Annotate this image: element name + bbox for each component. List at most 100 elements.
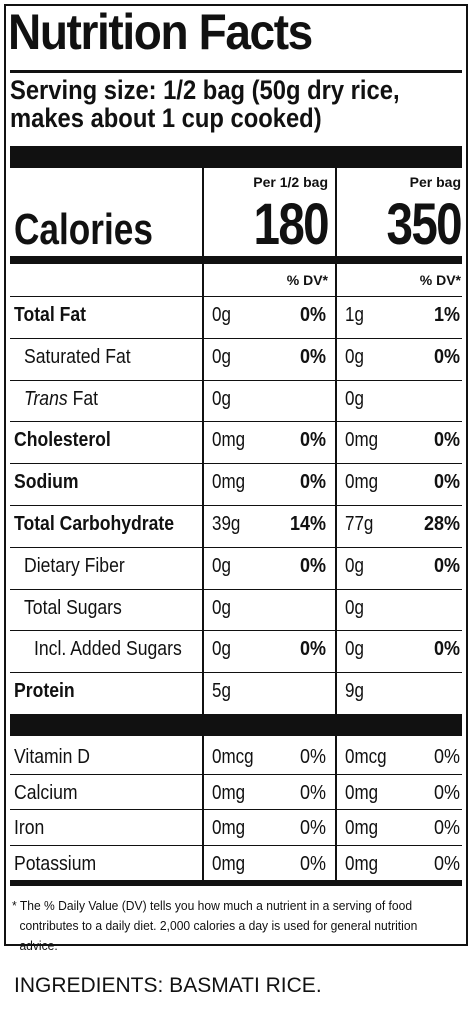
nutrient-row: Dietary Fiber 0g 0% 0g 0% bbox=[10, 547, 466, 587]
row-rule bbox=[10, 463, 462, 465]
nutrient-name: Protein bbox=[14, 680, 75, 703]
amount-per-half: 0mg bbox=[212, 817, 246, 839]
amount-per-bag: 0mg bbox=[345, 471, 379, 494]
amount-per-half: 0g bbox=[212, 387, 231, 410]
ingredients: INGREDIENTS: BASMATI RICE. bbox=[14, 974, 322, 997]
amount-per-bag: 0g bbox=[345, 596, 364, 619]
nutrient-row: Total Carbohydrate 39g 14% 77g 28% bbox=[10, 505, 466, 545]
vitamin-row: Iron 0mg 0% 0mg 0% bbox=[10, 809, 466, 849]
calories-per-bag: 350 bbox=[386, 192, 463, 257]
thick-bar-vitamins bbox=[10, 714, 462, 736]
amount-per-half: 0mg bbox=[212, 471, 246, 494]
dv-per-half: 0% bbox=[299, 781, 326, 804]
column-divider-2 bbox=[335, 168, 337, 880]
amount-per-half: 39g bbox=[212, 513, 241, 535]
row-rule bbox=[10, 379, 462, 381]
dv-per-half: 0% bbox=[299, 852, 326, 875]
amount-per-half: 0g bbox=[212, 554, 231, 577]
thick-bar-calories bbox=[10, 256, 462, 264]
nutrient-name: Potassium bbox=[14, 852, 97, 875]
serving-line-2: makes about 1 cup cooked) bbox=[10, 103, 322, 133]
dv-per-half: 0% bbox=[299, 345, 326, 368]
dv-header-1: % DV* bbox=[286, 272, 328, 288]
row-rule bbox=[10, 672, 462, 674]
nutrient-name: Iron bbox=[14, 817, 45, 839]
footnote-line-2: contributes to a daily diet. 2,000 calor… bbox=[19, 918, 418, 953]
amount-per-bag: 0g bbox=[345, 345, 364, 368]
amount-per-bag: 0mg bbox=[345, 429, 379, 452]
row-rule bbox=[10, 630, 462, 632]
serving-line-1: Serving size: 1/2 bag (50g dry rice, bbox=[10, 75, 400, 105]
thick-bar-top bbox=[10, 146, 462, 168]
column-divider-1 bbox=[202, 168, 204, 880]
dv-per-bag: 0% bbox=[433, 429, 460, 452]
nutrient-name: Vitamin D bbox=[14, 746, 90, 768]
amount-per-bag: 9g bbox=[345, 680, 364, 703]
dv-per-bag: 0% bbox=[433, 746, 460, 768]
row-rule bbox=[10, 421, 462, 423]
dv-per-bag: 0% bbox=[433, 781, 460, 804]
per-half-bag-header: Per 1/2 bag bbox=[253, 174, 328, 190]
nutrient-row: Protein 5g 9g bbox=[10, 672, 466, 712]
dv-per-half: 0% bbox=[299, 817, 326, 839]
calories-label: Calories bbox=[14, 205, 153, 254]
dv-per-bag: 0% bbox=[433, 471, 460, 494]
thick-bar-bottom bbox=[10, 880, 462, 886]
amount-per-bag: 0mg bbox=[345, 852, 379, 875]
dv-per-half: 0% bbox=[299, 429, 326, 452]
nutrient-name: Total Carbohydrate bbox=[14, 513, 175, 535]
amount-per-bag: 0mcg bbox=[345, 746, 387, 768]
amount-per-bag: 0g bbox=[345, 638, 364, 661]
vitamin-row: Potassium 0mg 0% 0mg 0% bbox=[10, 845, 466, 885]
row-rule bbox=[10, 546, 462, 548]
amount-per-bag: 0g bbox=[345, 554, 364, 577]
calories-per-half: 180 bbox=[253, 192, 330, 257]
dv-per-bag: 0% bbox=[433, 554, 460, 577]
dv-per-half: 0% bbox=[299, 554, 326, 577]
nutrient-name: Incl. Added Sugars bbox=[34, 638, 182, 661]
dv-per-half: 0% bbox=[299, 304, 326, 326]
dv-per-half: 0% bbox=[299, 746, 326, 768]
nutrient-row: Total Fat 0g 0% 1g 1% bbox=[10, 296, 466, 336]
amount-per-half: 0mg bbox=[212, 781, 246, 804]
nutrient-row: Cholesterol 0mg 0% 0mg 0% bbox=[10, 421, 466, 461]
nutrient-name: Dietary Fiber bbox=[24, 554, 125, 577]
amount-per-half: 0g bbox=[212, 345, 231, 368]
amount-per-half: 5g bbox=[212, 680, 231, 703]
nutrient-name: Total Fat bbox=[14, 304, 87, 326]
serving-size: Serving size: 1/2 bag (50g dry rice, mak… bbox=[10, 76, 415, 132]
dv-per-bag: 0% bbox=[433, 817, 460, 839]
row-rule bbox=[10, 588, 462, 590]
amount-per-half: 0mg bbox=[212, 852, 246, 875]
nutrient-row: Total Sugars 0g 0g bbox=[10, 589, 466, 629]
dv-per-bag: 28% bbox=[423, 513, 460, 535]
amount-per-bag: 1g bbox=[345, 304, 364, 326]
dv-per-bag: 0% bbox=[433, 638, 460, 661]
per-bag-header: Per bag bbox=[409, 174, 461, 190]
amount-per-bag: 0g bbox=[345, 387, 364, 410]
footnote: * The % Daily Value (DV) tells you how m… bbox=[12, 896, 436, 956]
nutrient-row: Trans Fat 0g 0g bbox=[10, 380, 466, 420]
amount-per-half: 0mg bbox=[212, 429, 246, 452]
nutrient-row: Saturated Fat 0g 0% 0g 0% bbox=[10, 338, 466, 378]
nutrient-name: Saturated Fat bbox=[24, 345, 131, 368]
dv-header-2: % DV* bbox=[419, 272, 461, 288]
amount-per-bag: 0mg bbox=[345, 817, 379, 839]
nutrient-row: Incl. Added Sugars 0g 0% 0g 0% bbox=[10, 630, 466, 670]
nutrient-name: Cholesterol bbox=[14, 429, 111, 452]
dv-per-half: 14% bbox=[289, 513, 326, 535]
footnote-line-1: * The % Daily Value (DV) tells you how m… bbox=[12, 898, 413, 913]
amount-per-half: 0mcg bbox=[212, 746, 254, 768]
nutrient-name: Total Sugars bbox=[24, 596, 122, 619]
vitamin-row: Calcium 0mg 0% 0mg 0% bbox=[10, 774, 466, 814]
vitamin-row: Vitamin D 0mcg 0% 0mcg 0% bbox=[10, 738, 466, 778]
title-rule bbox=[10, 70, 462, 73]
dv-per-bag: 1% bbox=[433, 304, 460, 326]
amount-per-half: 0g bbox=[212, 304, 231, 326]
amount-per-half: 0g bbox=[212, 596, 231, 619]
dv-per-bag: 0% bbox=[433, 345, 460, 368]
amount-per-bag: 77g bbox=[345, 513, 374, 535]
nutrition-label bbox=[4, 4, 468, 946]
amount-per-half: 0g bbox=[212, 638, 231, 661]
row-rule bbox=[10, 296, 462, 297]
